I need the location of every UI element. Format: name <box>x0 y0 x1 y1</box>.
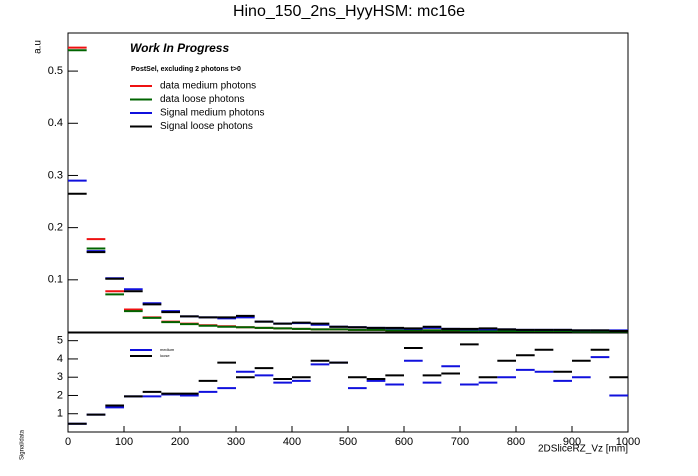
x-tick-label: 600 <box>395 436 413 448</box>
x-tick-label: 500 <box>339 436 357 448</box>
y-tick-label: 0.3 <box>48 169 63 181</box>
legend-label: data medium photons <box>160 81 256 92</box>
y-tick-label: 5 <box>57 335 63 347</box>
x-tick-label: 700 <box>451 436 469 448</box>
x-tick-label: 800 <box>507 436 525 448</box>
y-tick-label: 0.1 <box>48 274 63 286</box>
legend-label: Signal loose photons <box>160 121 253 132</box>
y-tick-label: 0.2 <box>48 222 63 234</box>
y-tick-label: 4 <box>57 353 63 365</box>
frame <box>67 32 629 333</box>
x-tick-label: 300 <box>227 436 245 448</box>
legend-label: data loose photons <box>160 94 245 105</box>
y-axis-title: Signal/data <box>20 429 26 460</box>
legend-label: Signal medium photons <box>160 108 265 119</box>
y-tick-label: 2 <box>57 389 63 401</box>
x-tick-label: 1000 <box>616 436 640 448</box>
x-tick-label: 400 <box>283 436 301 448</box>
annotation: Work In Progress <box>130 41 229 55</box>
y-tick-label: 0.5 <box>48 65 63 77</box>
chart-title: Hino_150_2ns_HyyHSM: mc16e <box>233 3 465 20</box>
x-axis-title: 2DSliceRZ_Vz [mm] <box>538 444 628 455</box>
annotation: PostSel, excluding 2 photons t>0 <box>131 66 241 73</box>
y-axis-title: a.u <box>33 40 44 54</box>
x-tick-label: 900 <box>563 436 581 448</box>
y-tick-label: 0.4 <box>48 117 63 129</box>
x-tick-label: 100 <box>115 436 133 448</box>
y-tick-label: 3 <box>57 371 63 383</box>
x-tick-label: 0 <box>65 436 71 448</box>
y-tick-label: 1 <box>57 408 63 420</box>
x-tick-label: 200 <box>171 436 189 448</box>
legend-label: loose <box>160 353 170 358</box>
legend-label: medium <box>160 347 175 352</box>
